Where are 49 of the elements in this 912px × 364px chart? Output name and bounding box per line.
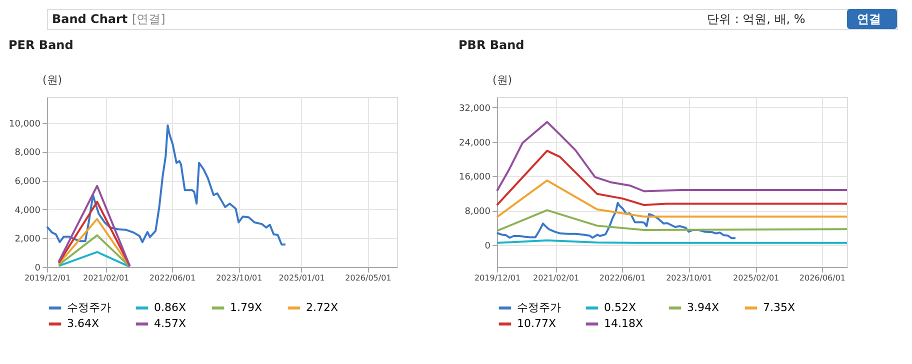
text: 단위 : 억원, 배, % <box>707 12 806 26</box>
x-tick-label: 2019/12/01 <box>24 274 71 282</box>
chart-title: PER Band <box>8 38 74 52</box>
line-series <box>496 202 736 240</box>
y-tick-label: 8,000 <box>14 148 41 158</box>
y-tick-label: 32,000 <box>459 104 491 114</box>
y-axis-title: (원) <box>42 74 62 86</box>
y-tick-label: 10,000 <box>9 119 41 130</box>
x-tick-label: 2022/06/01 <box>599 274 646 282</box>
legend-label: 0.86X <box>154 301 186 314</box>
text: 연결 <box>857 12 881 26</box>
legend-label: 7.35X <box>763 301 796 314</box>
y-tick-label: 8,000 <box>464 207 491 218</box>
y-tick-label: 2,000 <box>14 234 41 245</box>
y-tick-label: 0 <box>34 264 41 274</box>
x-tick-label: 2019/12/01 <box>474 274 521 282</box>
x-tick-label: 2025/01/01 <box>278 274 325 282</box>
legend-label: 수정주가 <box>67 301 111 314</box>
x-tick-label: 2021/02/01 <box>83 274 130 282</box>
line-series <box>496 179 848 218</box>
x-tick-label: 2026/05/01 <box>345 274 392 282</box>
line-series <box>496 209 848 232</box>
legend-label: 4.57X <box>154 317 186 330</box>
x-tick-label: 2021/02/01 <box>533 274 580 282</box>
chart-title: PBR Band <box>458 38 524 52</box>
legend-label: 14.18X <box>604 317 644 330</box>
x-tick-label: 2026/06/01 <box>799 274 846 282</box>
legend-label: 3.64X <box>67 317 100 330</box>
x-tick-label: 2023/10/01 <box>216 274 262 282</box>
text: Band Chart <box>52 12 128 26</box>
y-axis-title: (원) <box>492 74 512 86</box>
legend-label: 3.94X <box>687 301 720 314</box>
legend-label: 2.72X <box>306 301 338 314</box>
legend-label: 1.79X <box>230 301 262 314</box>
legend-label: 수정주가 <box>517 301 561 314</box>
text: [연결] <box>132 12 166 26</box>
line-series <box>46 124 286 246</box>
x-tick-label: 2023/10/01 <box>666 274 712 282</box>
line-series <box>496 120 848 192</box>
y-tick-label: 6,000 <box>14 177 41 188</box>
legend-label: 0.52X <box>604 301 636 314</box>
y-tick-label: 0 <box>484 242 491 252</box>
x-tick-label: 2022/06/01 <box>149 274 196 282</box>
y-tick-label: 4,000 <box>14 206 41 216</box>
x-tick-label: 2025/02/01 <box>733 274 780 282</box>
line-series <box>496 150 848 206</box>
legend-label: 10.77X <box>517 317 556 330</box>
y-tick-label: 16,000 <box>459 172 491 183</box>
y-tick-label: 24,000 <box>459 138 491 148</box>
